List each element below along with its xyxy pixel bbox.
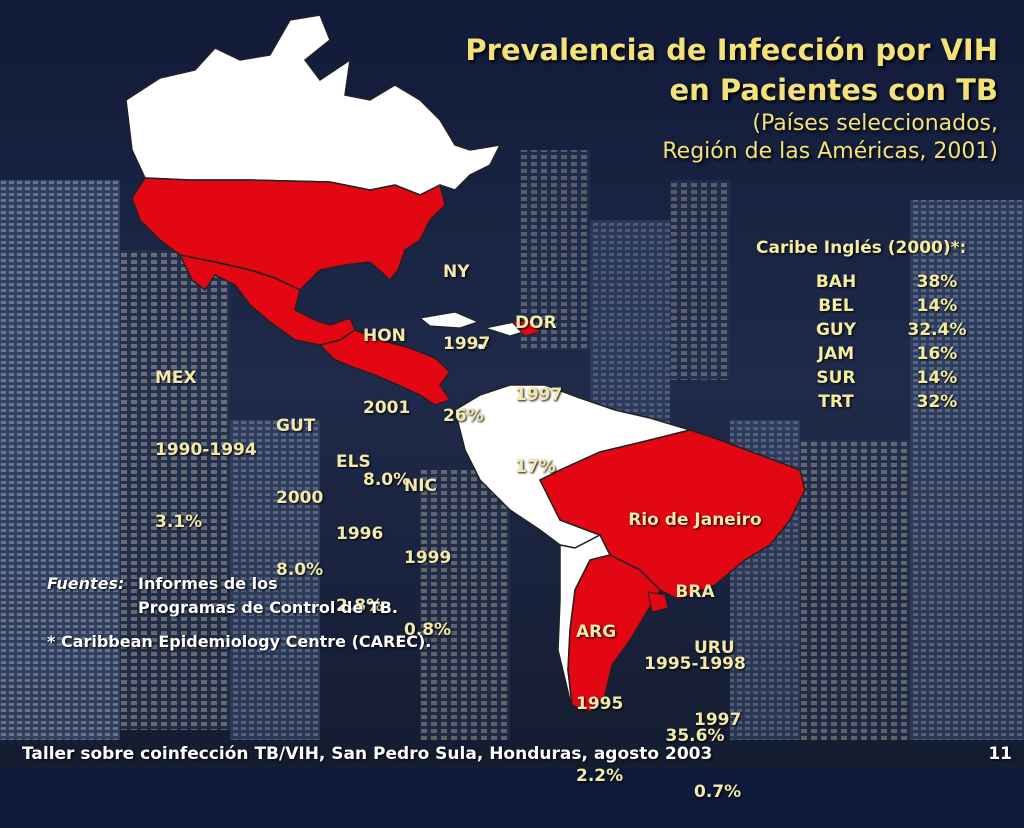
label-bra-city: Rio de Janeiro — [628, 510, 762, 530]
caribbean-row: TRT 32% — [806, 392, 1006, 416]
caribbean-row: BAH 38% — [806, 272, 1006, 296]
label-mex-country: MEX — [155, 368, 197, 388]
caribbean-code: TRT — [818, 392, 854, 412]
label-els-year: 1996 — [336, 524, 384, 544]
caribbean-code: BAH — [815, 272, 857, 292]
caribbean-code: SUR — [816, 368, 856, 388]
central-america-region — [318, 329, 452, 406]
label-ny-year: 1997 — [443, 334, 491, 354]
label-dor-year: 1997 — [515, 385, 563, 405]
label-gut-value: 8.0% — [276, 560, 324, 580]
label-bra-value: 35.6% — [665, 726, 725, 746]
label-arg-country: ARG — [576, 622, 617, 642]
caribbean-value: 38% — [916, 272, 958, 292]
caribbean-row: BEL 14% — [806, 296, 1006, 320]
title-line-3: (Países seleccionados, — [752, 111, 998, 136]
sources-label: Fuentes: — [47, 574, 124, 593]
label-dor: DOR 1997 17% — [515, 263, 562, 503]
label-els: ELS 1996 2.8% — [336, 402, 383, 642]
label-ny-country: NY — [443, 262, 470, 282]
label-mex-value: 3.1% — [155, 512, 203, 532]
label-bra: Rio de Janeiro BRA 1995-1998 35.6% — [610, 460, 780, 772]
footer-text: Taller sobre coinfección TB/VIH, San Ped… — [22, 744, 713, 764]
title-line-4: Región de las Américas, 2001) — [662, 139, 998, 164]
label-ny-value: 26% — [443, 406, 484, 426]
caribbean-value: 14% — [916, 368, 958, 388]
label-mex-year: 1990-1994 — [155, 440, 257, 460]
label-uru: URU 1997 0.7% — [694, 588, 741, 828]
label-hon-value: 8.0% — [363, 470, 411, 490]
slide-title: Prevalencia de Infección por VIH en Paci… — [465, 30, 998, 166]
label-els-country: ELS — [336, 452, 371, 472]
label-nic: NIC 1999 0.8% — [404, 426, 451, 666]
label-gut-year: 2000 — [276, 488, 324, 508]
label-arg: ARG 1995 2.2% — [576, 572, 623, 812]
label-nic-year: 1999 — [404, 548, 452, 568]
caribbean-row: JAM 16% — [806, 344, 1006, 368]
label-arg-year: 1995 — [576, 694, 624, 714]
label-bra-year: 1995-1998 — [644, 654, 746, 674]
city-background — [0, 0, 1024, 768]
label-dor-country: DOR — [515, 313, 557, 333]
caribbean-heading: Caribe Inglés (2000)*: — [756, 238, 967, 258]
sources-line-1: Informes de los — [138, 574, 278, 593]
caribbean-value: 32.4% — [907, 320, 967, 340]
label-hon-year: 2001 — [363, 398, 411, 418]
caribbean-value: 14% — [916, 296, 958, 316]
title-line-2: en Pacientes con TB — [669, 73, 998, 107]
label-els-value: 2.8% — [336, 596, 384, 616]
dominican-republic — [510, 319, 541, 337]
americas-map — [125, 14, 806, 713]
caribbean-value: 32% — [916, 392, 958, 412]
label-gut: GUT 2000 8.0% — [276, 366, 323, 606]
title-line-1: Prevalencia de Infección por VIH — [465, 33, 998, 67]
label-nic-value: 0.8% — [404, 620, 452, 640]
label-bra-country: BRA — [675, 582, 715, 602]
page-number: 11 — [988, 744, 1012, 764]
caribbean-code: GUY — [815, 320, 857, 340]
caribbean-value: 16% — [916, 344, 958, 364]
uruguay-region — [647, 591, 669, 613]
label-uru-year: 1997 — [694, 710, 742, 730]
canada-region — [125, 14, 502, 196]
label-hon-country: HON — [363, 326, 406, 346]
sources-line-3: * Caribbean Epidemiology Centre (CAREC). — [47, 632, 432, 651]
label-ny: NY 1997 26% — [443, 212, 490, 452]
label-uru-value: 0.7% — [694, 782, 742, 802]
sources-line-2: Programas de Control de TB. — [138, 598, 398, 617]
caribbean-row: GUY 32.4% — [806, 320, 1006, 344]
label-dor-value: 17% — [515, 457, 556, 477]
caribbean-row: SUR 14% — [806, 368, 1006, 392]
usa-region — [131, 177, 446, 291]
label-nic-country: NIC — [404, 476, 438, 496]
label-gut-country: GUT — [276, 416, 316, 436]
caribbean-code: JAM — [817, 344, 855, 364]
sources-heading: Fuentes: — [47, 574, 125, 593]
caribbean-code: BEL — [818, 296, 854, 316]
argentina-region — [567, 554, 661, 713]
label-mex: MEX 1990-1994 3.1% — [155, 318, 257, 558]
label-uru-country: URU — [694, 638, 735, 658]
label-hon: HON 2001 8.0% — [363, 276, 410, 516]
